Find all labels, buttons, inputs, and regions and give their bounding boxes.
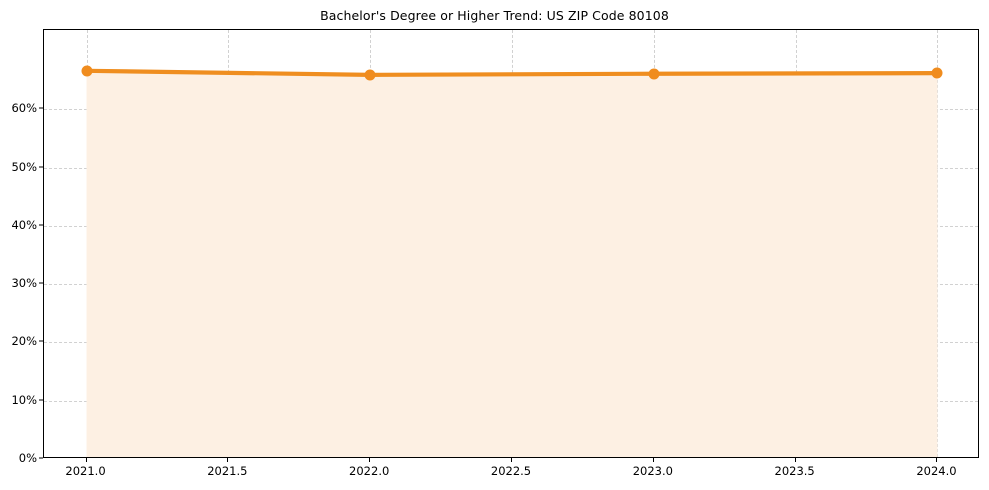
y-axis-tick-mark [39,340,43,342]
x-axis-tick-mark [511,458,512,462]
x-axis-tick-label: 2024.0 [916,464,957,478]
x-axis-tick-mark [794,458,796,462]
y-axis-tick-label: 50% [11,159,37,174]
y-axis-tick-mark [39,166,43,168]
chart-title: Bachelor's Degree or Higher Trend: US ZI… [320,8,669,23]
y-axis-tick-mark [39,282,43,284]
data-point-marker [81,65,93,77]
x-axis-tick-mark [369,458,371,462]
series-line [84,68,940,77]
y-axis-tick-label: 10% [11,392,37,407]
y-axis-tick-label: 0% [18,451,37,465]
x-axis-tick-label: 2022.0 [349,464,390,478]
y-axis-tick-label: 60% [11,101,37,116]
data-point-marker [364,69,376,81]
x-axis-tick-mark [227,458,229,462]
y-axis-tick-mark [39,107,43,109]
x-axis-tick-mark [85,458,87,462]
data-point-marker [648,68,660,80]
x-axis-tick-mark [936,458,938,462]
y-axis-tick-mark [39,224,43,226]
plot-inner [44,30,978,457]
x-axis-tick-label: 2021.5 [207,464,248,478]
y-axis-tick-label: 40% [11,217,37,232]
y-axis-tick-mark [39,457,43,459]
x-axis-tick-label: 2021.0 [65,464,106,478]
gridline-vertical [937,30,939,457]
data-point-marker [931,67,943,79]
series-layer [84,68,940,457]
x-axis-tick-label: 2023.0 [632,464,673,478]
x-axis-tick-mark [652,458,654,462]
y-axis-tick-label: 30% [11,276,37,291]
y-axis-tick-label: 20% [11,334,37,349]
y-axis-tick-mark [39,399,43,401]
x-axis-tick-label: 2023.5 [774,464,815,478]
plot-area [43,29,979,458]
x-axis-tick-label: 2022.5 [490,464,532,478]
series-area-fill [86,70,938,457]
